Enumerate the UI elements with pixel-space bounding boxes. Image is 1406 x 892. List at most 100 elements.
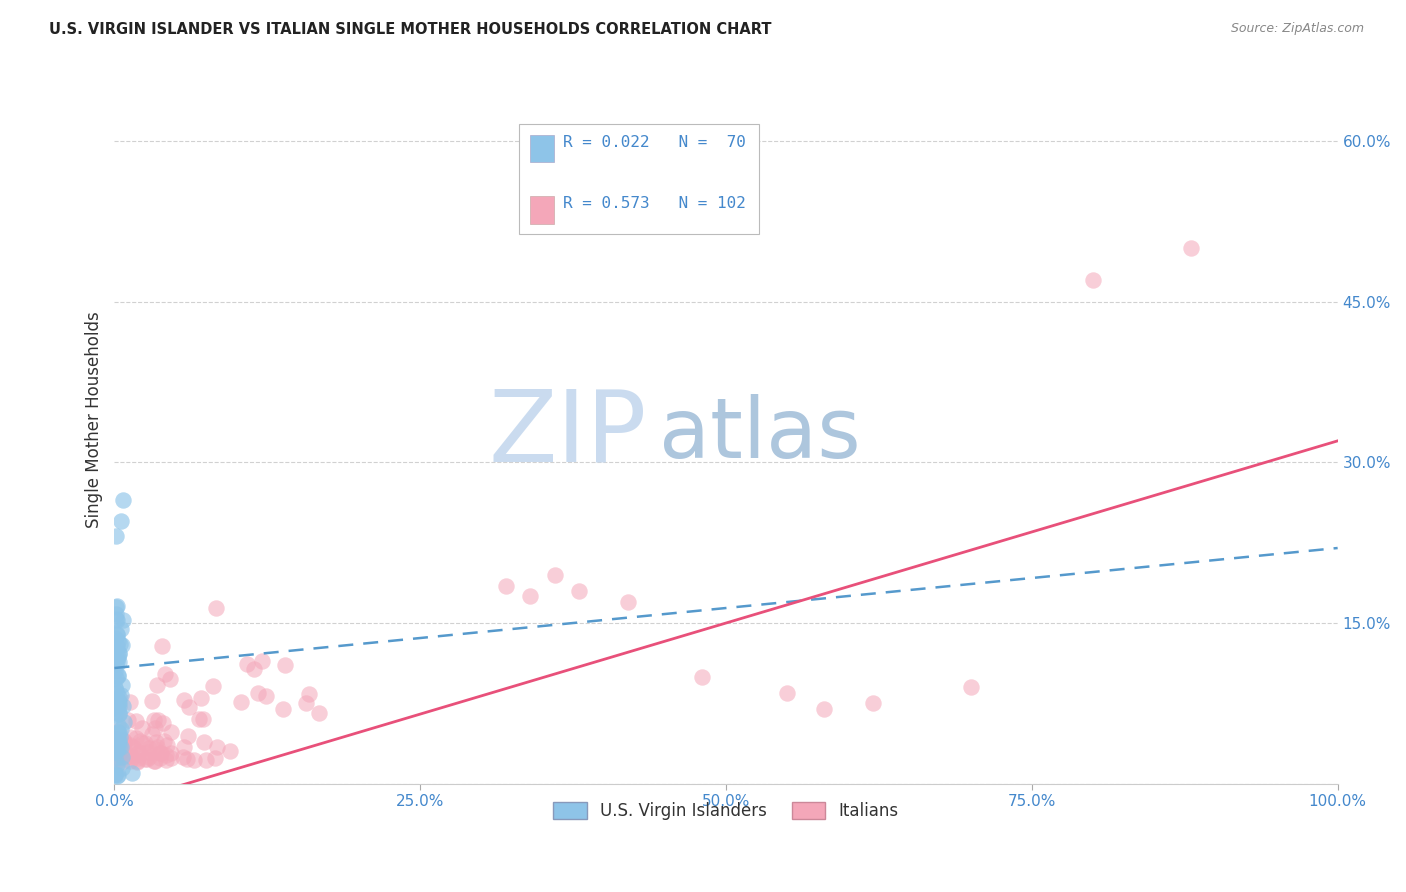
Point [155,747,177,762]
Text: Source: ZipAtlas.com: Source: ZipAtlas.com [1230,22,1364,36]
Point [308,706,330,720]
Point [107,649,129,664]
Point [104,767,127,781]
Point [138,740,160,755]
Point [231,694,253,708]
Point [103,751,125,765]
Point [568,583,591,598]
Point [159,725,181,739]
Point [108,730,131,744]
Point [160,751,183,765]
Point [1180,241,1202,255]
Point [1081,273,1104,287]
Point [136,745,159,759]
Point [183,753,205,767]
Point [112,736,135,750]
Text: atlas: atlas [659,393,860,475]
Point [108,636,131,650]
Point [105,742,128,756]
Point [188,712,211,726]
Point [118,695,141,709]
Point [105,657,128,671]
Point [142,754,165,768]
Point [150,747,173,761]
Point [219,743,242,757]
Point [143,741,166,756]
Point [252,654,274,668]
Point [107,668,129,682]
Point [134,751,156,765]
Point [146,678,169,692]
Point [159,672,181,686]
Point [131,736,153,750]
Point [104,742,127,756]
Point [120,730,142,744]
Point [122,750,145,764]
Point [111,744,134,758]
Point [107,735,129,749]
Point [105,756,128,771]
Point [124,731,146,746]
Point [143,721,166,735]
Point [107,733,129,747]
Point [145,735,167,749]
Point [127,746,149,760]
Text: ZIP: ZIP [488,385,647,483]
Point [152,716,174,731]
Point [107,634,129,648]
Point [177,729,200,743]
Point [112,738,135,752]
Point [105,732,128,747]
Point [104,702,127,716]
Point [111,492,134,507]
Point [107,669,129,683]
Point [122,739,145,754]
Point [108,695,131,709]
Point [128,745,150,759]
Point [111,755,134,769]
Point [107,699,129,714]
Point [205,601,228,615]
Point [110,688,132,702]
Point [152,733,174,747]
Point [105,529,128,543]
Point [104,649,127,664]
Point [105,627,128,641]
Point [107,751,129,765]
Point [108,690,131,704]
Point [862,697,884,711]
Legend: U.S. Virgin Islanders, Italians: U.S. Virgin Islanders, Italians [547,795,905,826]
Point [121,766,143,780]
Text: U.S. VIRGIN ISLANDER VS ITALIAN SINGLE MOTHER HOUSEHOLDS CORRELATION CHART: U.S. VIRGIN ISLANDER VS ITALIAN SINGLE M… [49,22,772,37]
Point [295,696,318,710]
Point [142,713,165,727]
Point [120,738,142,752]
Point [235,657,257,671]
Point [173,693,195,707]
Point [107,768,129,782]
Point [172,750,194,764]
Point [103,632,125,646]
Point [202,679,225,693]
Point [146,740,169,755]
Point [111,613,134,627]
Point [107,724,129,739]
Point [108,707,131,722]
Point [103,745,125,759]
Point [111,677,134,691]
Point [110,514,132,528]
Point [118,745,141,759]
Point [271,701,294,715]
Point [134,736,156,750]
Point [274,657,297,672]
Point [107,717,129,731]
Point [205,739,228,754]
Point [107,706,129,721]
Point [110,739,132,754]
Point [105,613,128,627]
Point [146,714,169,728]
Point [110,722,132,736]
Point [110,622,132,636]
Point [243,662,266,676]
Point [544,567,567,582]
